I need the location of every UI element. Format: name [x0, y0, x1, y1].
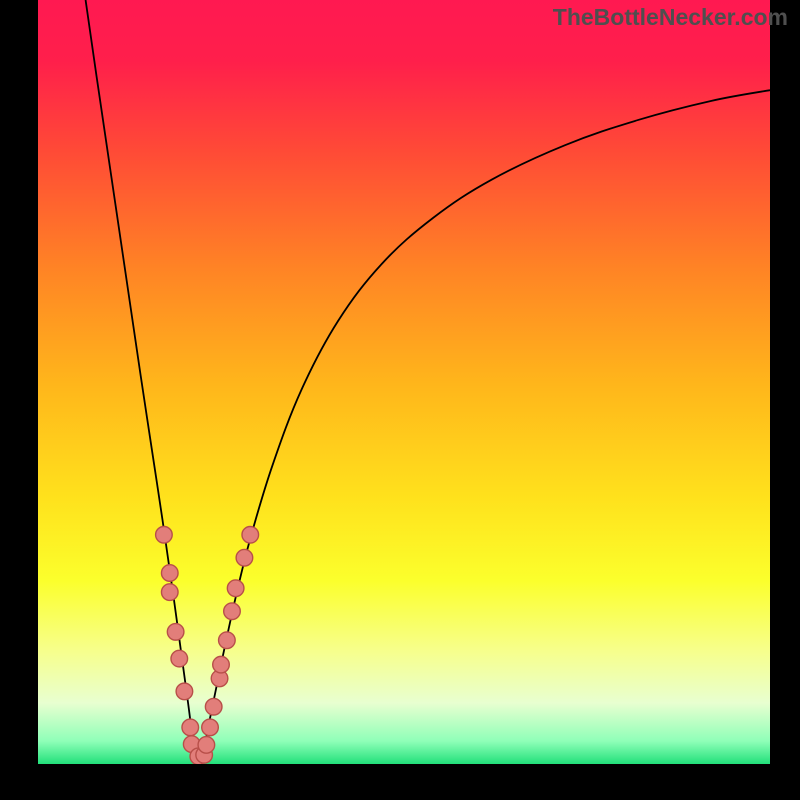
- marker-point: [202, 719, 219, 736]
- chart-svg: [38, 0, 770, 764]
- marker-point: [198, 737, 215, 754]
- curve-left-branch: [86, 0, 199, 760]
- marker-point: [213, 656, 230, 673]
- chart-frame: TheBottleNecker.com: [0, 0, 800, 800]
- marker-point: [161, 565, 178, 582]
- marker-point: [219, 632, 236, 649]
- marker-point: [227, 580, 244, 597]
- marker-point: [236, 549, 253, 566]
- marker-point: [224, 603, 241, 620]
- marker-point: [161, 584, 178, 601]
- plot-area: [38, 0, 770, 764]
- marker-point: [242, 527, 259, 544]
- marker-group: [156, 527, 259, 765]
- marker-point: [156, 527, 173, 544]
- marker-point: [176, 683, 193, 700]
- marker-point: [182, 719, 199, 736]
- curve-right-branch: [198, 90, 770, 760]
- watermark-text: TheBottleNecker.com: [553, 4, 788, 31]
- marker-point: [167, 624, 184, 641]
- marker-point: [205, 698, 222, 715]
- marker-point: [171, 650, 188, 667]
